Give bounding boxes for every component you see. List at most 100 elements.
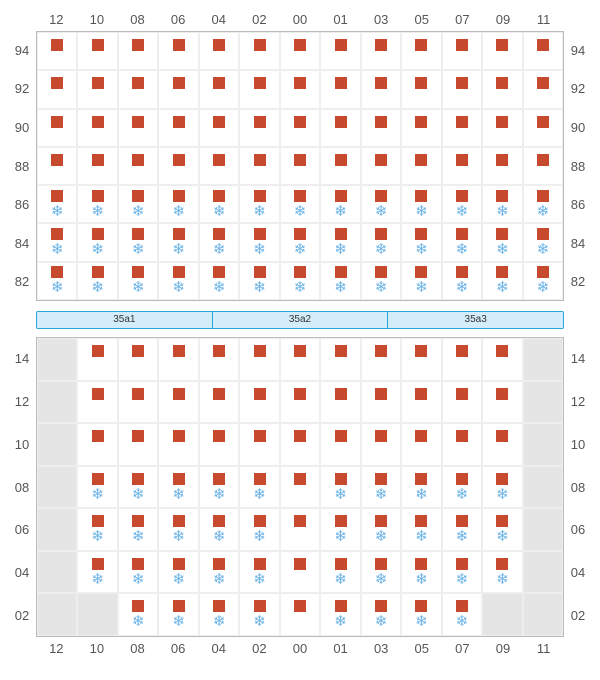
cell-slot[interactable] [280,109,320,147]
cell-slot[interactable]: ❄ [320,593,360,636]
cell-slot[interactable] [442,423,482,466]
cell-slot[interactable] [118,147,158,185]
cell-slot[interactable]: ❄ [239,466,279,509]
cell-slot[interactable]: ❄ [442,185,482,223]
cell-slot[interactable]: ❄ [37,223,77,261]
cell-slot[interactable] [280,508,320,551]
cell-slot[interactable]: ❄ [523,262,563,300]
cell-slot[interactable]: ❄ [361,466,401,509]
cell-slot[interactable]: ❄ [361,223,401,261]
cell-slot[interactable] [199,109,239,147]
cell-slot[interactable]: ❄ [199,185,239,223]
cell-slot[interactable] [442,70,482,108]
cell-slot[interactable] [280,70,320,108]
cell-slot[interactable] [361,32,401,70]
cell-slot[interactable]: ❄ [523,223,563,261]
cell-slot[interactable]: ❄ [199,466,239,509]
cell-slot[interactable]: ❄ [118,185,158,223]
cell-slot[interactable]: ❄ [158,551,198,594]
cell-slot[interactable] [401,147,441,185]
cell-slot[interactable]: ❄ [239,262,279,300]
cell-slot[interactable] [199,338,239,381]
cell-slot[interactable]: ❄ [401,466,441,509]
cell-slot[interactable] [523,147,563,185]
cell-slot[interactable]: ❄ [401,593,441,636]
cell-slot[interactable] [320,70,360,108]
cell-slot[interactable] [239,32,279,70]
cell-slot[interactable]: ❄ [442,508,482,551]
cell-slot[interactable] [239,147,279,185]
cell-slot[interactable] [401,70,441,108]
cell-slot[interactable] [77,147,117,185]
cell-slot[interactable] [158,32,198,70]
cell-slot[interactable]: ❄ [280,223,320,261]
cell-slot[interactable] [239,338,279,381]
cell-slot[interactable]: ❄ [239,223,279,261]
cell-slot[interactable] [280,593,320,636]
cell-slot[interactable] [37,32,77,70]
cell-slot[interactable] [361,381,401,424]
cell-slot[interactable]: ❄ [320,185,360,223]
cell-slot[interactable] [118,32,158,70]
cell-slot[interactable] [199,147,239,185]
cell-slot[interactable] [320,32,360,70]
cell-slot[interactable] [482,32,522,70]
cell-slot[interactable]: ❄ [37,185,77,223]
cell-slot[interactable] [77,70,117,108]
cell-slot[interactable]: ❄ [199,593,239,636]
cell-slot[interactable]: ❄ [482,508,522,551]
cell-slot[interactable]: ❄ [320,551,360,594]
cell-slot[interactable]: ❄ [280,262,320,300]
cell-slot[interactable]: ❄ [401,185,441,223]
cell-slot[interactable]: ❄ [523,185,563,223]
cell-slot[interactable] [401,338,441,381]
cell-slot[interactable] [77,381,117,424]
cell-slot[interactable] [361,109,401,147]
cell-slot[interactable] [482,381,522,424]
cell-slot[interactable] [442,32,482,70]
cell-slot[interactable]: ❄ [77,551,117,594]
cell-slot[interactable]: ❄ [482,223,522,261]
cell-slot[interactable] [401,109,441,147]
cell-slot[interactable]: ❄ [239,593,279,636]
cell-slot[interactable] [320,147,360,185]
cell-slot[interactable] [361,423,401,466]
cell-slot[interactable]: ❄ [158,262,198,300]
cell-slot[interactable]: ❄ [482,262,522,300]
cell-slot[interactable]: ❄ [280,185,320,223]
cell-slot[interactable]: ❄ [158,185,198,223]
cell-slot[interactable]: ❄ [361,508,401,551]
cell-slot[interactable] [199,32,239,70]
cell-slot[interactable] [118,423,158,466]
cell-slot[interactable]: ❄ [37,262,77,300]
cell-slot[interactable]: ❄ [239,508,279,551]
cell-slot[interactable]: ❄ [361,262,401,300]
cell-slot[interactable] [239,109,279,147]
cell-slot[interactable]: ❄ [77,185,117,223]
cell-slot[interactable]: ❄ [118,593,158,636]
cell-slot[interactable]: ❄ [77,223,117,261]
cell-slot[interactable]: ❄ [320,466,360,509]
cell-slot[interactable]: ❄ [361,593,401,636]
cell-slot[interactable]: ❄ [199,223,239,261]
cell-slot[interactable] [361,338,401,381]
cell-slot[interactable] [118,109,158,147]
cell-slot[interactable]: ❄ [442,551,482,594]
cell-slot[interactable]: ❄ [239,185,279,223]
cell-slot[interactable]: ❄ [482,551,522,594]
cell-slot[interactable] [158,109,198,147]
cell-slot[interactable]: ❄ [118,223,158,261]
cell-slot[interactable]: ❄ [118,466,158,509]
cell-slot[interactable] [77,109,117,147]
cell-slot[interactable] [239,70,279,108]
cell-slot[interactable]: ❄ [361,185,401,223]
cell-slot[interactable]: ❄ [442,466,482,509]
cell-slot[interactable]: ❄ [199,508,239,551]
cell-slot[interactable] [118,338,158,381]
cell-slot[interactable]: ❄ [442,262,482,300]
cell-slot[interactable]: ❄ [320,508,360,551]
cell-slot[interactable] [361,70,401,108]
cell-slot[interactable] [482,147,522,185]
cell-slot[interactable]: ❄ [77,262,117,300]
cell-slot[interactable] [320,381,360,424]
